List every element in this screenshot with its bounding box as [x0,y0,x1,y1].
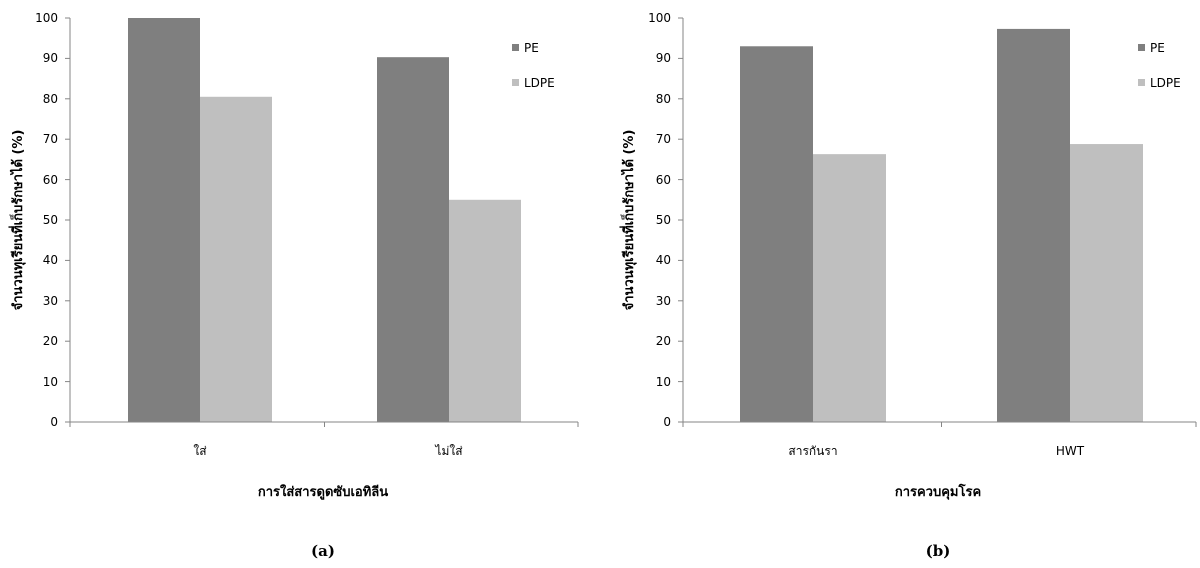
chart-a: จำนวนทุเรียนที่เก็บรักษาได้ (%) 0 10 20 … [8,11,579,560]
chart-b-bar-pe-2 [997,28,1070,423]
chart-a-legend-swatch-ldpe [512,79,519,86]
chart-b-y-tick: 40 [656,253,671,267]
chart-a-y-tick: 20 [43,334,58,348]
chart-a-x-axis-label: การใส่สารดูดซับเอทิลีน [258,483,388,500]
chart-a-legend: PE LDPE [512,41,555,90]
chart-b-bar-ldpe-2 [1070,144,1143,422]
chart-b-y-tick: 70 [656,132,671,146]
chart-a-y-tick: 100 [35,11,58,25]
chart-b-legend-label-pe: PE [1150,41,1165,55]
chart-a-y-tick: 80 [43,92,58,106]
chart-b-y-tick: 60 [656,173,671,187]
chart-a-y-tick: 50 [43,213,58,227]
chart-b-y-tick: 20 [656,334,671,348]
chart-a-panel-label: (a) [311,542,335,560]
chart-b-y-tick: 90 [656,51,671,65]
chart-b-bars [740,28,1143,423]
chart-b-y-tick: 100 [648,11,671,25]
chart-a-bars [128,18,521,423]
chart-b-y-tick: 0 [663,415,671,429]
chart-b-bar-ldpe-1 [813,154,886,422]
chart-a-y-tick: 60 [43,173,58,187]
chart-a-y-tick: 40 [43,253,58,267]
chart-b-legend-label-ldpe: LDPE [1150,76,1181,90]
chart-b-panel-label: (b) [926,542,951,560]
chart-b: จำนวนทุเรียนที่เก็บรักษาได้ (%) 0 10 20 … [619,11,1197,560]
chart-b-y-tick: 50 [656,213,671,227]
chart-a-axes [65,17,579,427]
chart-b-y-tick: 10 [656,375,671,389]
chart-a-y-tick: 70 [43,132,58,146]
chart-a-y-tick: 90 [43,51,58,65]
chart-b-category-label: HWT [1056,444,1085,458]
chart-a-y-ticks: 0 10 20 30 40 50 60 70 80 90 100 [35,11,58,429]
chart-b-y-ticks: 0 10 20 30 40 50 60 70 80 90 100 [648,11,671,429]
chart-a-y-tick: 10 [43,375,58,389]
chart-a-y-axis-label: จำนวนทุเรียนที่เก็บรักษาได้ (%) [8,130,26,311]
chart-a-y-tick: 0 [50,415,58,429]
chart-a-category-label: ใส่ [193,444,207,458]
chart-a-bar-pe-2 [377,57,449,423]
chart-a-legend-label-pe: PE [524,41,539,55]
chart-a-y-tick: 30 [43,294,58,308]
chart-b-legend-swatch-ldpe [1138,79,1145,86]
chart-a-category-label: ไม่ใส่ [434,444,463,458]
chart-b-y-axis-label: จำนวนทุเรียนที่เก็บรักษาได้ (%) [619,130,637,311]
chart-b-axes [678,17,1197,427]
chart-b-legend: PE LDPE [1138,41,1181,90]
chart-a-legend-swatch-pe [512,44,519,51]
chart-b-y-tick: 80 [656,92,671,106]
chart-a-legend-label-ldpe: LDPE [524,76,555,90]
chart-b-category-label: สารกันรา [788,444,837,458]
chart-b-bar-pe-1 [740,46,813,422]
chart-b-x-axis-label: การควบคุมโรค [895,483,981,500]
chart-b-y-tick: 30 [656,294,671,308]
chart-a-bar-ldpe-2 [449,199,521,422]
chart-a-bar-pe-1 [128,18,200,422]
chart-b-legend-swatch-pe [1138,44,1145,51]
chart-a-bar-ldpe-1 [200,96,272,422]
